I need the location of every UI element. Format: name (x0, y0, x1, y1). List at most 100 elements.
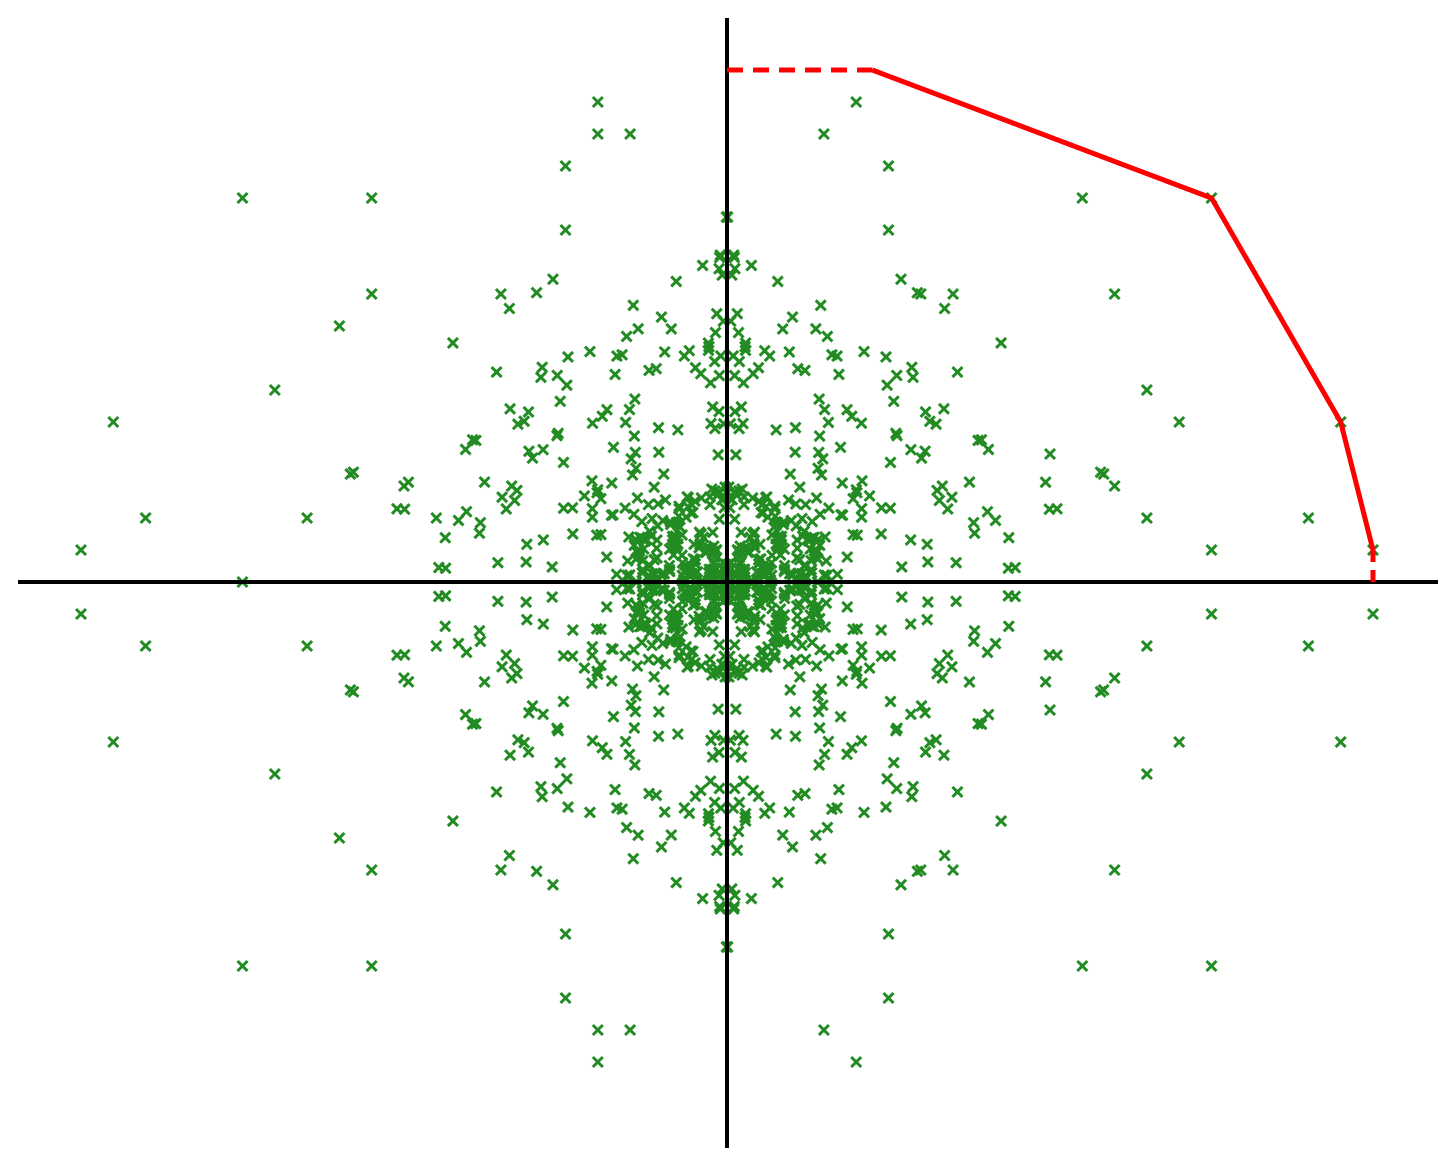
scatter-point (921, 613, 934, 626)
scatter-point (664, 636, 677, 649)
scatter-point (466, 718, 479, 731)
scatter-point (642, 787, 656, 800)
scatter-point (651, 600, 664, 613)
scatter-point (546, 560, 559, 573)
scatter-point (921, 555, 934, 569)
scatter-point (702, 811, 715, 824)
scatter-point (982, 708, 995, 721)
scatter-point (670, 876, 683, 889)
scatter-point (815, 468, 828, 481)
scatter-point (863, 489, 876, 502)
scatter-point (855, 649, 868, 662)
scatter-point (668, 619, 682, 632)
scatter-point (904, 533, 917, 547)
scatter-point (390, 502, 404, 515)
scatter-point (816, 452, 829, 465)
scatter-point (682, 660, 695, 673)
scatter-point (755, 652, 769, 666)
scatter-point (680, 511, 693, 524)
scatter-point (616, 348, 629, 361)
scatter-point (822, 735, 835, 748)
scatter-point (884, 456, 897, 469)
scatter-point (1108, 287, 1121, 301)
scatter-point (520, 555, 533, 569)
scatter-point (551, 782, 564, 795)
scatter-point (621, 569, 634, 582)
scatter-point (783, 806, 796, 819)
scatter-point (739, 811, 752, 824)
scatter-point (402, 476, 415, 489)
scatter-point (714, 902, 727, 915)
scatter-point (625, 452, 638, 465)
scatter-point (793, 481, 806, 494)
scatter-point (619, 501, 632, 515)
scatter-point (728, 262, 741, 275)
scatter-point (786, 840, 799, 853)
scatter-point (702, 814, 715, 827)
scatter-point (938, 849, 951, 862)
scatter-point (813, 539, 826, 552)
scatter-point (657, 683, 670, 696)
scatter-point (884, 649, 897, 662)
scatter-point (945, 491, 958, 504)
scatter-point (554, 395, 567, 408)
scatter-point (591, 486, 604, 499)
scatter-point (505, 671, 518, 685)
scatter-point (975, 433, 988, 446)
scatter-point (919, 706, 932, 719)
scatter-point (831, 568, 844, 581)
scatter-point (789, 421, 802, 434)
scatter-point (850, 665, 863, 678)
scatter-point (808, 620, 821, 633)
scatter-point (665, 322, 678, 336)
scatter-point (1366, 607, 1380, 621)
scatter-point (734, 584, 747, 597)
scatter-point (950, 595, 963, 608)
scatter-point (236, 959, 249, 973)
scatter-point (936, 479, 949, 493)
scatter-point (559, 223, 572, 237)
scatter-point (708, 796, 721, 809)
scatter-point (685, 652, 699, 666)
scatter-point (628, 721, 641, 734)
scatter-point (668, 532, 682, 545)
scatter-point (975, 718, 988, 731)
scatter-point (713, 513, 726, 526)
scatter-point (763, 801, 776, 814)
scatter-point (825, 348, 838, 361)
scatter-point (629, 689, 643, 702)
scatter-point (728, 889, 741, 902)
scatter-point (1140, 511, 1153, 525)
scatter-point (534, 371, 547, 384)
scatter-point (642, 364, 656, 377)
scatter-point (795, 639, 809, 652)
scatter-point (560, 379, 573, 392)
scatter-point (578, 489, 591, 502)
scatter-point (557, 649, 570, 662)
scatter-point (890, 722, 904, 735)
scatter-point (520, 595, 533, 609)
scatter-point (782, 658, 795, 671)
scatter-point (702, 337, 715, 350)
scatter-point (1334, 735, 1347, 749)
scatter-point (551, 369, 564, 382)
scatter-point (591, 1023, 604, 1037)
scatter-point (813, 758, 826, 772)
scatter-point (629, 462, 643, 475)
scatter-point (704, 417, 718, 430)
scatter-point (818, 748, 831, 761)
scatter-point (875, 624, 888, 637)
scatter-point (805, 563, 818, 576)
scatter-point (645, 512, 659, 525)
scatter-point (989, 637, 1002, 650)
scatter-point (875, 527, 888, 540)
scatter-point (816, 699, 829, 712)
scatter-point (459, 443, 472, 456)
scatter-point (704, 376, 717, 389)
scatter-point (789, 497, 802, 510)
scatter-point (605, 642, 618, 655)
scatter-point (790, 551, 803, 564)
scatter-point (557, 502, 570, 515)
scatter-point (678, 801, 691, 814)
scatter-point (731, 608, 744, 621)
